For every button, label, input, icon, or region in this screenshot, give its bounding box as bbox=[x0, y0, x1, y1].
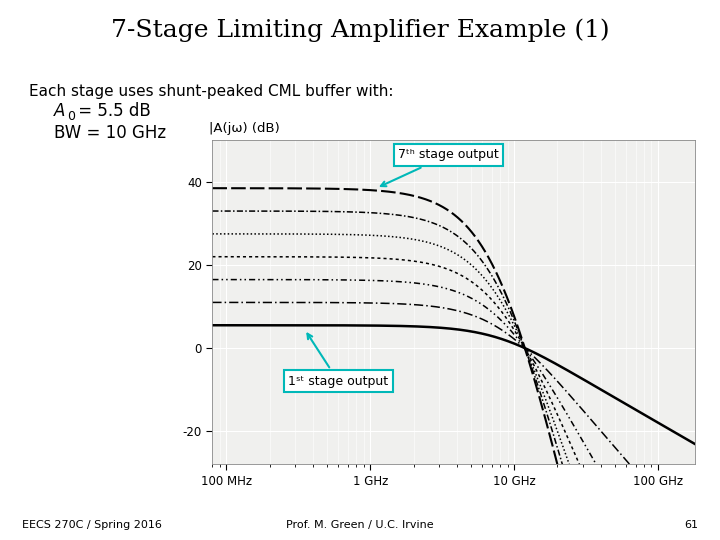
Text: Each stage uses shunt-peaked CML buffer with:: Each stage uses shunt-peaked CML buffer … bbox=[29, 84, 393, 99]
Text: EECS 270C / Spring 2016: EECS 270C / Spring 2016 bbox=[22, 520, 161, 530]
Text: A: A bbox=[54, 102, 66, 120]
Text: |A(jω) (dB): |A(jω) (dB) bbox=[209, 122, 279, 135]
Text: 7ᵗʰ stage output: 7ᵗʰ stage output bbox=[381, 148, 499, 186]
Text: = 5.5 dB: = 5.5 dB bbox=[73, 102, 150, 120]
Text: 0: 0 bbox=[67, 110, 75, 123]
Text: 7-Stage Limiting Amplifier Example (1): 7-Stage Limiting Amplifier Example (1) bbox=[111, 19, 609, 43]
Text: Prof. M. Green / U.C. Irvine: Prof. M. Green / U.C. Irvine bbox=[286, 520, 434, 530]
Text: 1ˢᵗ stage output: 1ˢᵗ stage output bbox=[288, 334, 388, 388]
Text: BW = 10 GHz: BW = 10 GHz bbox=[54, 124, 166, 141]
Text: 61: 61 bbox=[685, 520, 698, 530]
